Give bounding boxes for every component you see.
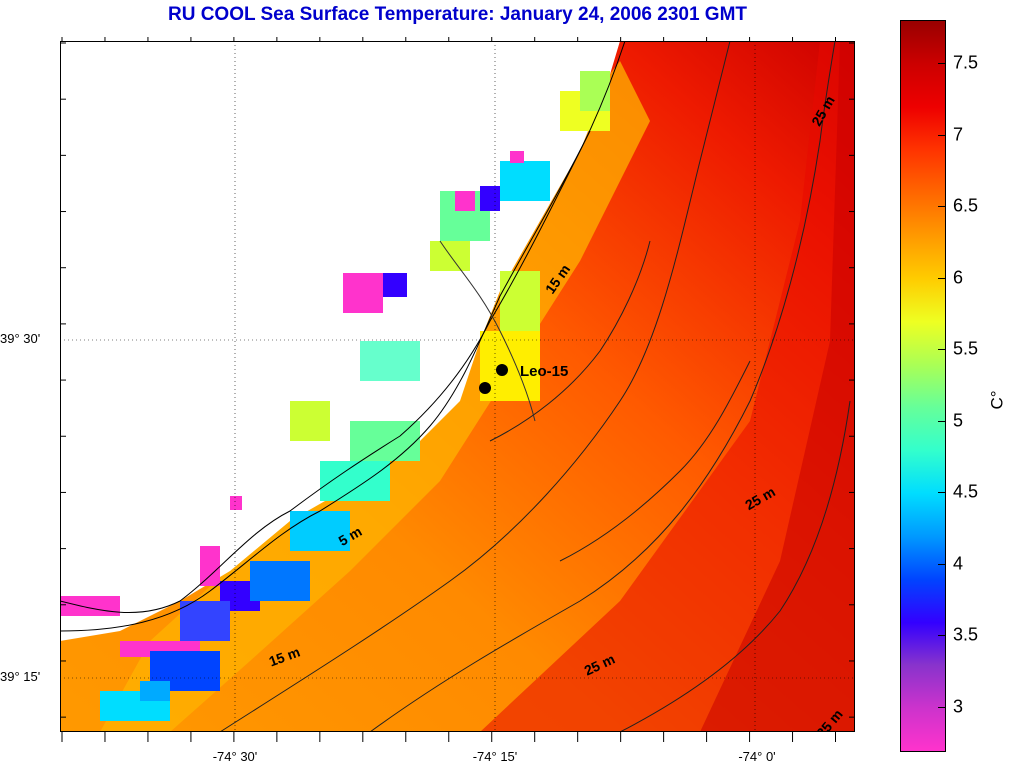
colorbar-tick bbox=[938, 492, 946, 494]
colorbar-tick bbox=[938, 563, 946, 565]
station-marker bbox=[479, 382, 491, 394]
colorbar-tick-label: 7.5 bbox=[953, 52, 979, 73]
colorbar-tick bbox=[938, 62, 946, 64]
colorbar-tick-label: 3.5 bbox=[953, 624, 979, 645]
colorbar-tick-label: 6.5 bbox=[953, 195, 979, 216]
coastline-contours bbox=[60, 41, 851, 732]
colorbar-tick-label: 3 bbox=[953, 696, 964, 717]
colorbar-tick-label: 4.5 bbox=[953, 481, 979, 502]
colorbar-tick bbox=[938, 707, 946, 709]
colorbar-tick bbox=[938, 206, 946, 208]
colorbar bbox=[900, 20, 946, 752]
colorbar-unit: C° bbox=[987, 390, 1007, 410]
page-title: RU COOL Sea Surface Temperature: January… bbox=[167, 4, 748, 25]
cold-water-cells bbox=[60, 71, 610, 721]
colorbar-tick-label: 4 bbox=[953, 553, 964, 574]
colorbar-tick-label: 7 bbox=[953, 124, 964, 144]
lat-label: 39° 15' bbox=[0, 669, 41, 684]
station-label: Leo-15 bbox=[520, 363, 568, 380]
colorbar-tick bbox=[938, 635, 946, 637]
colorbar-scale bbox=[900, 20, 946, 752]
colorbar-tick-label: 5.5 bbox=[953, 338, 979, 359]
colorbar-tick bbox=[938, 349, 946, 351]
axis-ticks bbox=[60, 37, 855, 742]
sst-map[interactable]: 25 m 15 m 5 m 15 m 25 m 25 m 25 m Leo-15 bbox=[60, 41, 855, 732]
lat-label: 39° 30' bbox=[0, 331, 41, 346]
colorbar-tick bbox=[938, 420, 946, 422]
colorbar-tick-label: 6 bbox=[953, 267, 964, 288]
graticule bbox=[60, 41, 855, 732]
colorbar-tick bbox=[938, 277, 946, 279]
lon-label: -74° 30' bbox=[212, 749, 258, 764]
colorbar-tick-label: 5 bbox=[953, 410, 964, 431]
colorbar-tick bbox=[938, 134, 946, 136]
lon-label: -74° 15' bbox=[472, 749, 518, 764]
station-marker bbox=[496, 364, 508, 376]
lon-label: -74° 0' bbox=[738, 749, 776, 764]
